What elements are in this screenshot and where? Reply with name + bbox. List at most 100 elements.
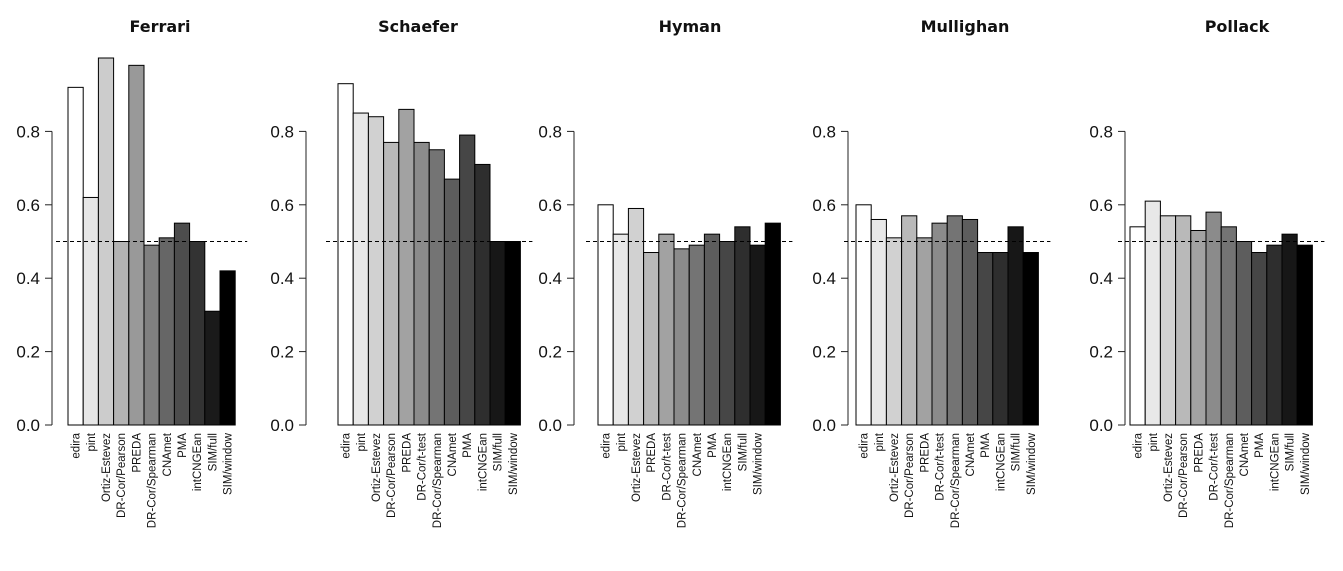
bar	[504, 241, 521, 426]
bar	[870, 218, 887, 426]
bar	[688, 244, 705, 426]
x-category-label: SIM/full	[207, 433, 219, 471]
x-category-label: CNAmet	[965, 432, 977, 476]
y-tick-label: 0.4	[812, 269, 836, 288]
bar	[597, 204, 614, 426]
bar	[189, 241, 206, 426]
bar	[1251, 252, 1268, 426]
bar	[1007, 226, 1024, 426]
panel-title: Schaefer	[378, 17, 458, 36]
bar	[204, 310, 221, 426]
chart-panel-mullighan: Mullighan 0.0 0.2 0.4 0.6 0.8 edira pint Ortiz-E…	[812, 17, 1051, 528]
bar	[1220, 226, 1237, 426]
x-category-label: DR-Cor/t-test	[661, 432, 673, 501]
bar	[1281, 233, 1298, 426]
y-tick-label: 0.8	[16, 122, 40, 141]
x-category-label: DR-Cor/Pearson	[1178, 433, 1190, 518]
chart-panel-ferrari: Ferrari 0.0 0.2 0.4 0.6 0.8 edira pint Ortiz-Est…	[16, 17, 248, 528]
bar	[946, 215, 963, 426]
y-tick-label: 0.8	[812, 122, 836, 141]
x-category-label: pint	[86, 432, 98, 451]
x-category-label: SIM/full	[737, 433, 749, 471]
y-tick-label: 0.6	[1089, 196, 1113, 215]
bar	[383, 141, 400, 426]
bar	[1175, 215, 1192, 426]
x-category-label: intCNGEan	[477, 433, 489, 491]
x-category-label: SIM/full	[1285, 433, 1297, 471]
x-category-label: PMA	[1254, 433, 1266, 458]
x-category-label: CNAmet	[447, 432, 459, 476]
y-tick-label: 0.8	[538, 122, 562, 141]
bar	[459, 134, 476, 426]
panel-title: Hyman	[659, 17, 722, 36]
bar	[885, 237, 903, 426]
x-category-label: pint	[616, 432, 628, 451]
bar	[219, 270, 236, 426]
y-tick-label: 0.2	[270, 343, 294, 362]
x-category-label: DR-Cor/t-test	[417, 432, 429, 501]
x-category-label: DR-Cor/Pearson	[116, 433, 128, 518]
bar	[764, 222, 781, 426]
x-category-label: SIM/window	[223, 432, 235, 495]
bar	[1205, 211, 1222, 426]
x-category-label: PMA	[707, 433, 719, 458]
bar	[1144, 200, 1161, 426]
x-category-label: CNAmet	[162, 432, 174, 476]
x-category-label: DR-Cor/Spearman	[432, 433, 444, 528]
bar	[173, 222, 191, 426]
bar	[428, 149, 445, 426]
x-category-label: SIM/window	[508, 432, 520, 495]
x-category-label: DR-Cor/Spearman	[147, 433, 159, 528]
chart-panel-hyman: Hyman 0.0 0.2 0.4 0.6 0.8 edira pint Ortiz-Estev…	[538, 17, 793, 528]
x-category-label: DR-Cor/t-test	[935, 432, 947, 501]
y-tick-label: 0.2	[812, 343, 836, 362]
x-category-label: edira	[859, 432, 871, 458]
x-category-label: PREDA	[401, 433, 413, 473]
x-category-label: DR-Cor/Spearman	[677, 433, 689, 528]
x-category-label: Ortiz-Estevez	[1163, 433, 1175, 502]
x-category-label: PREDA	[1193, 433, 1205, 473]
y-tick-label: 0.2	[538, 343, 562, 362]
bar	[67, 86, 84, 426]
y-tick-label: 0.6	[270, 196, 294, 215]
bar	[901, 215, 918, 426]
bar	[1296, 244, 1313, 426]
bar	[413, 141, 430, 426]
y-tick-label: 0.0	[1089, 416, 1113, 435]
y-tick-label: 0.6	[538, 196, 562, 215]
bar	[734, 226, 751, 426]
x-category-label: CNAmet	[1239, 432, 1251, 476]
bar	[1235, 241, 1253, 426]
y-tick-label: 0.4	[270, 269, 294, 288]
x-category-label: Ortiz-Estevez	[101, 433, 113, 502]
x-category-label: pint	[1148, 432, 1160, 451]
panel-title: Mullighan	[921, 17, 1010, 36]
bar	[992, 252, 1009, 426]
y-tick-label: 0.8	[1089, 122, 1113, 141]
x-category-label: intCNGEan	[192, 433, 204, 491]
y-tick-label: 0.0	[270, 416, 294, 435]
x-category-label: pint	[356, 432, 368, 451]
bar	[749, 244, 766, 426]
x-category-label: intCNGEan	[722, 433, 734, 491]
x-category-label: PMA	[177, 433, 189, 458]
x-category-label: PREDA	[919, 433, 931, 473]
x-category-label: Ortiz-Estevez	[631, 433, 643, 502]
x-category-label: DR-Cor/t-test	[1209, 432, 1221, 501]
bar	[627, 207, 645, 426]
x-category-label: CNAmet	[692, 432, 704, 476]
y-tick-label: 0.4	[538, 269, 562, 288]
bar	[443, 178, 461, 426]
y-tick-label: 0.0	[538, 416, 562, 435]
bar	[113, 241, 130, 426]
x-category-label: PMA	[462, 433, 474, 458]
x-category-label: DR-Cor/Pearson	[904, 433, 916, 518]
bar	[673, 248, 690, 426]
bar	[855, 204, 872, 426]
x-category-label: edira	[1133, 432, 1145, 458]
x-category-label: Ortiz-Estevez	[371, 433, 383, 502]
bar	[158, 237, 175, 426]
bar	[367, 116, 385, 426]
bar	[398, 108, 415, 426]
chart-panel-schaefer: Schaefer 0.0 0.2 0.4 0.6 0.8 edira pint Ortiz-Es…	[270, 17, 533, 528]
